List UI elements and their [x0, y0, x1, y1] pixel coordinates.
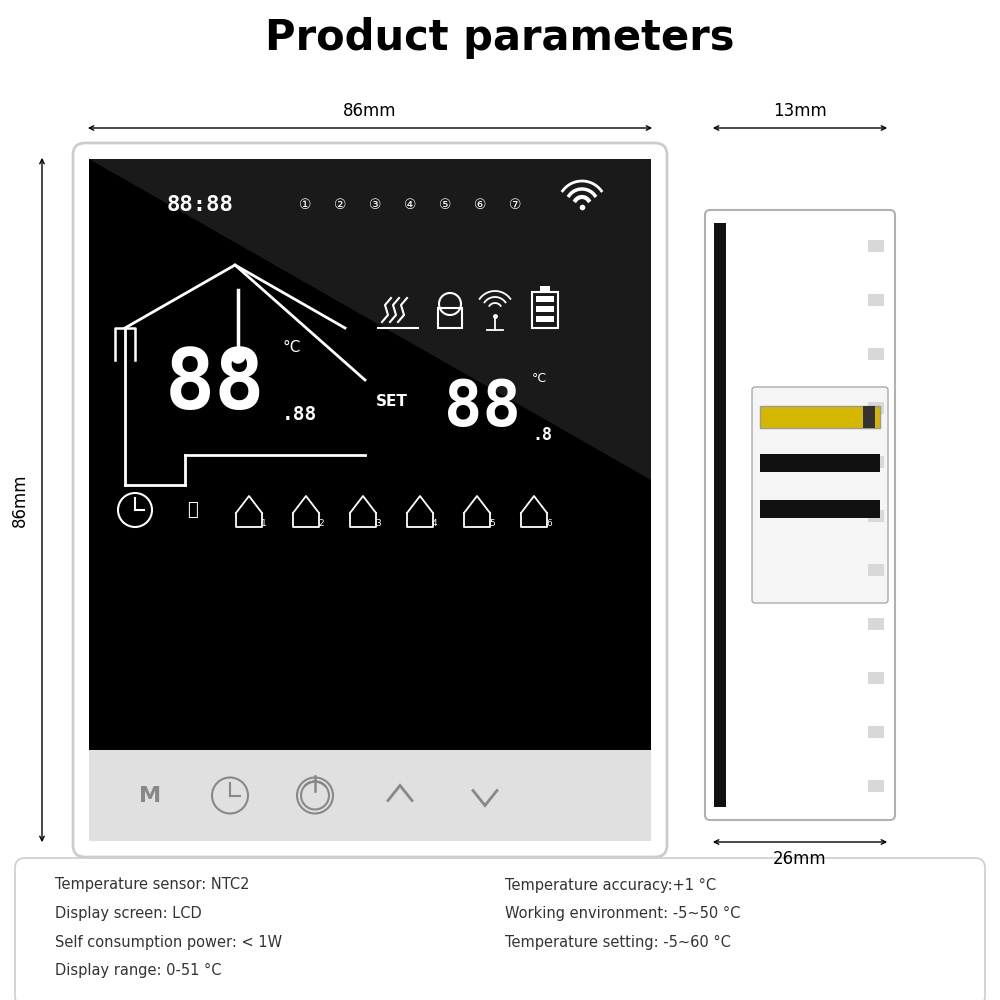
Text: M: M: [139, 786, 161, 806]
Text: Temperature sensor: NTC2: Temperature sensor: NTC2: [55, 878, 250, 893]
Text: Self consumption power: < 1W: Self consumption power: < 1W: [55, 934, 282, 950]
Bar: [868, 618, 884, 630]
Text: ✋: ✋: [187, 501, 197, 519]
Bar: [760, 406, 880, 428]
Text: °C: °C: [282, 340, 300, 356]
Bar: [438, 308, 462, 328]
Text: 3: 3: [375, 518, 381, 527]
Bar: [540, 286, 550, 292]
Text: SET: SET: [376, 394, 408, 410]
Text: ⑥: ⑥: [474, 198, 486, 212]
Text: 5: 5: [489, 518, 495, 527]
Bar: [868, 294, 884, 306]
Bar: [868, 672, 884, 684]
Bar: [532, 292, 558, 328]
Text: .88: .88: [282, 406, 317, 424]
Text: ④: ④: [404, 198, 416, 212]
Bar: [868, 240, 884, 252]
Text: ⑦: ⑦: [509, 198, 521, 212]
Text: Display range: 0-51 °C: Display range: 0-51 °C: [55, 963, 222, 978]
Text: Product parameters: Product parameters: [265, 17, 735, 59]
Text: ⑤: ⑤: [439, 198, 451, 212]
Bar: [760, 500, 880, 518]
Bar: [536, 296, 554, 302]
Text: 4: 4: [432, 518, 438, 527]
Text: Temperature accuracy:+1 °C: Temperature accuracy:+1 °C: [505, 877, 716, 893]
Text: °C: °C: [532, 371, 547, 384]
Bar: [863, 406, 875, 428]
FancyBboxPatch shape: [15, 858, 985, 1000]
Bar: [536, 306, 554, 312]
Bar: [760, 454, 880, 472]
Circle shape: [231, 349, 245, 363]
Text: .8: .8: [532, 426, 552, 444]
Bar: [89, 159, 651, 750]
Bar: [714, 223, 726, 807]
FancyBboxPatch shape: [752, 387, 888, 603]
Bar: [868, 402, 884, 414]
Text: ③: ③: [369, 198, 381, 212]
FancyBboxPatch shape: [705, 210, 895, 820]
Bar: [868, 780, 884, 792]
Bar: [868, 564, 884, 576]
Text: 88:88: 88:88: [167, 195, 233, 215]
Text: 13mm: 13mm: [773, 102, 827, 120]
Text: 1: 1: [261, 518, 267, 527]
Text: Temperature setting: -5~60 °C: Temperature setting: -5~60 °C: [505, 934, 731, 950]
Text: 86mm: 86mm: [11, 473, 29, 527]
Text: ②: ②: [334, 198, 346, 212]
FancyBboxPatch shape: [73, 143, 667, 857]
Polygon shape: [89, 159, 651, 480]
Bar: [868, 348, 884, 360]
Text: 88: 88: [165, 344, 265, 426]
Bar: [868, 456, 884, 468]
Text: 26mm: 26mm: [773, 850, 827, 868]
Text: Working environment: -5~50 °C: Working environment: -5~50 °C: [505, 906, 740, 921]
Bar: [868, 726, 884, 738]
Text: 88: 88: [444, 377, 520, 439]
Bar: [536, 316, 554, 322]
Text: 6: 6: [546, 518, 552, 527]
Bar: [868, 510, 884, 522]
Text: ①: ①: [299, 198, 311, 212]
Text: 2: 2: [318, 518, 324, 527]
Bar: [89, 750, 651, 841]
Text: 86mm: 86mm: [343, 102, 397, 120]
Text: Display screen: LCD: Display screen: LCD: [55, 906, 202, 921]
